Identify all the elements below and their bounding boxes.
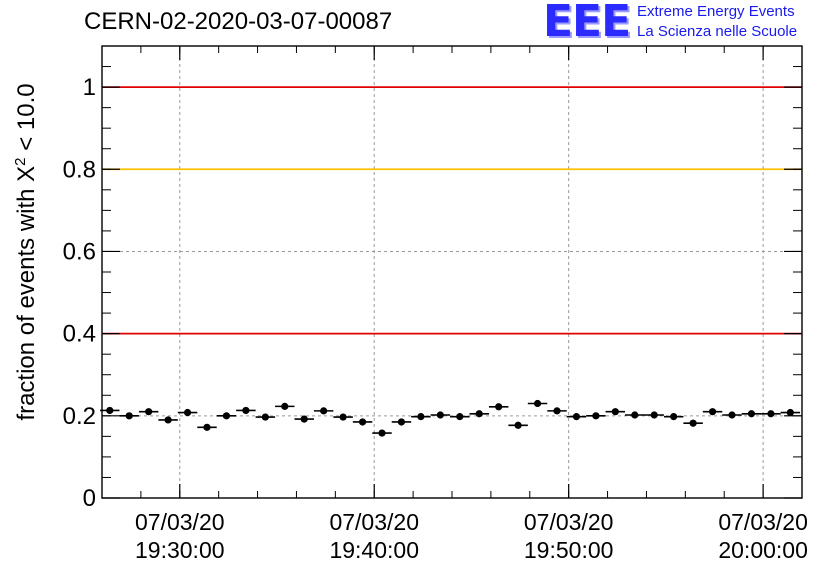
data-point — [242, 406, 250, 415]
axes: 00.20.40.60.8107/03/2019:30:0007/03/2019… — [63, 45, 808, 563]
x-tick-label-date: 07/03/20 — [329, 509, 419, 535]
y-tick-label: 0.6 — [63, 238, 96, 265]
data-point — [631, 411, 639, 419]
run-title: CERN-02-2020-03-07-00087 — [84, 8, 393, 35]
data-point — [339, 413, 347, 421]
data-point — [495, 403, 503, 411]
data-point — [786, 408, 794, 417]
data-point — [183, 408, 192, 417]
x-tick-label-date: 07/03/20 — [524, 509, 614, 535]
data-point — [456, 413, 464, 421]
x-tick-label-time: 19:40:00 — [329, 537, 419, 563]
x-tick-label-time: 19:30:00 — [135, 537, 225, 563]
data-point — [145, 408, 153, 416]
data-point — [106, 406, 114, 415]
data-point — [261, 413, 269, 421]
y-axis-label: fraction of events with X2 < 10.0 — [12, 83, 40, 420]
y-tick-label: 0.8 — [63, 156, 96, 183]
data-point — [397, 418, 406, 426]
data-point — [650, 411, 658, 419]
x-tick-label-date: 07/03/20 — [135, 509, 225, 535]
data-point — [203, 423, 211, 431]
y-tick-label: 0 — [83, 485, 96, 512]
eee-logo-mark: EEE — [543, 0, 631, 47]
data-point — [417, 413, 425, 421]
data-point — [358, 418, 367, 426]
data-point — [222, 412, 231, 420]
y-tick-label: 0.4 — [63, 321, 96, 348]
data-point — [728, 411, 736, 419]
x-tick-label-time: 19:50:00 — [524, 537, 614, 563]
data-point — [320, 407, 328, 415]
data-point — [378, 429, 386, 437]
logo-line-1: Extreme Energy Events — [637, 3, 795, 20]
x-tick-label-time: 20:00:00 — [718, 537, 808, 563]
data-point — [767, 410, 775, 418]
data-point — [592, 412, 600, 420]
y-tick-label: 0.2 — [63, 403, 96, 430]
data-point — [708, 408, 717, 416]
data-point — [125, 412, 133, 420]
eee-logo: EEE Extreme Energy Events La Scienza nel… — [543, 0, 833, 47]
logo-line-2: La Scienza nelle Scuole — [637, 23, 798, 40]
data-point — [670, 413, 678, 421]
data-point — [436, 411, 444, 419]
data-point — [514, 421, 522, 429]
data-point — [164, 416, 172, 424]
x-tick-label-date: 07/03/20 — [718, 509, 808, 535]
data-point — [689, 419, 697, 427]
data-point — [747, 410, 756, 418]
data-point — [572, 413, 581, 421]
data-point — [475, 410, 483, 418]
data-points — [100, 399, 801, 437]
data-point — [300, 415, 308, 423]
y-tick-label: 1 — [83, 74, 96, 101]
data-point — [533, 399, 542, 408]
data-point — [611, 408, 619, 416]
reference-lines — [102, 86, 802, 335]
data-point — [553, 407, 561, 415]
data-point — [281, 402, 289, 410]
